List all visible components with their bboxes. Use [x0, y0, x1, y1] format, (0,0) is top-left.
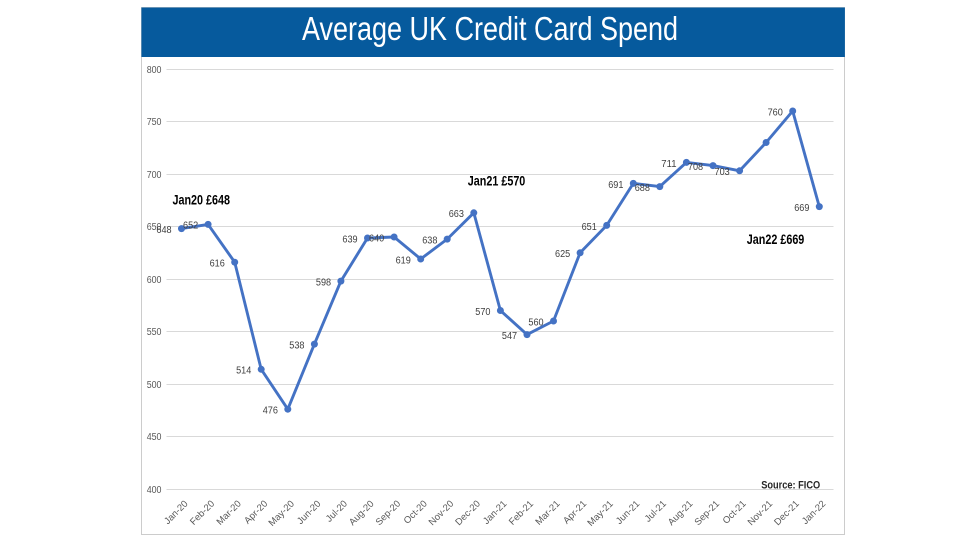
svg-text:760: 760: [768, 107, 784, 118]
svg-text:Source: FICO: Source: FICO: [761, 479, 820, 491]
svg-text:625: 625: [555, 249, 571, 260]
svg-text:Jan22 £669: Jan22 £669: [747, 231, 805, 247]
svg-text:688: 688: [635, 183, 651, 194]
svg-text:Average UK Credit Card Spend: Average UK Credit Card Spend: [302, 10, 678, 47]
svg-text:639: 639: [342, 234, 358, 245]
svg-text:400: 400: [147, 485, 162, 496]
svg-text:640: 640: [369, 233, 385, 244]
svg-text:514: 514: [236, 366, 252, 377]
svg-text:638: 638: [422, 235, 438, 246]
svg-text:Jan20 £648: Jan20 £648: [173, 191, 231, 207]
svg-text:651: 651: [582, 222, 598, 233]
svg-text:619: 619: [396, 255, 412, 266]
svg-text:691: 691: [608, 180, 624, 191]
svg-text:700: 700: [147, 170, 162, 181]
svg-text:708: 708: [688, 162, 704, 173]
svg-text:616: 616: [210, 259, 226, 270]
svg-text:450: 450: [147, 432, 162, 443]
svg-text:669: 669: [794, 203, 810, 214]
svg-text:476: 476: [263, 406, 279, 417]
svg-text:560: 560: [528, 317, 544, 328]
svg-text:600: 600: [147, 275, 162, 286]
svg-text:570: 570: [475, 307, 491, 318]
svg-text:750: 750: [147, 117, 162, 128]
svg-text:538: 538: [289, 340, 305, 351]
svg-text:Jan21 £570: Jan21 £570: [468, 172, 526, 188]
svg-text:711: 711: [661, 159, 677, 170]
svg-text:652: 652: [183, 221, 199, 232]
svg-text:703: 703: [715, 167, 731, 178]
svg-text:500: 500: [147, 380, 162, 391]
svg-text:650: 650: [147, 222, 162, 233]
svg-text:550: 550: [147, 327, 162, 338]
svg-text:648: 648: [156, 225, 172, 236]
svg-text:547: 547: [502, 331, 518, 342]
svg-text:663: 663: [449, 209, 465, 220]
svg-text:598: 598: [316, 277, 332, 288]
svg-text:800: 800: [147, 65, 162, 76]
